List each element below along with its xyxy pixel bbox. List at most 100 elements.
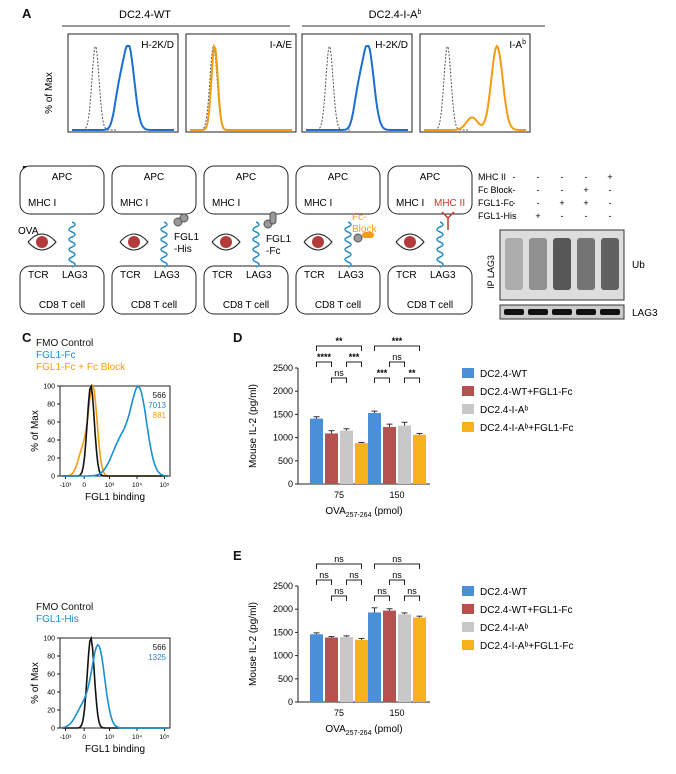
blot-mark: + bbox=[535, 211, 540, 221]
significance-label: ns bbox=[349, 570, 359, 580]
bar bbox=[325, 433, 338, 484]
x-tick-label: 10⁵ bbox=[160, 734, 170, 741]
significance-label: ns bbox=[392, 570, 402, 580]
panel-a-letter: A bbox=[22, 6, 32, 21]
blot-mark: - bbox=[513, 185, 516, 195]
y-tick-label: 1500 bbox=[273, 627, 293, 637]
svg-text:-Fc: -Fc bbox=[266, 246, 280, 257]
legend-swatch bbox=[462, 640, 474, 650]
y-tick-label: 20 bbox=[47, 456, 55, 463]
isotype-control-curve bbox=[72, 45, 116, 131]
blot-mark: - bbox=[537, 198, 540, 208]
significance-label: ns bbox=[334, 586, 344, 596]
significance-label: ** bbox=[408, 368, 416, 378]
mfi-value: 881 bbox=[153, 411, 167, 420]
svg-text:CD8 T cell: CD8 T cell bbox=[223, 300, 269, 311]
blot-mark: - bbox=[513, 172, 516, 182]
lag3-icon bbox=[68, 221, 76, 268]
y-tick-label: 500 bbox=[278, 674, 293, 684]
legend-label: DC2.4-WT+FGL1-Fc bbox=[480, 387, 573, 398]
histogram-frame bbox=[185, 33, 297, 133]
significance-label: ns bbox=[407, 586, 417, 596]
legend-label: DC2.4-I-Aᵇ+FGL1-Fc bbox=[480, 423, 574, 434]
panel-c-letter: C bbox=[22, 330, 32, 345]
panel-d-chart: 0 500 1000 1500 2000 2500 Mouse IL-2 (pg/ml) 75… bbox=[248, 336, 574, 519]
legend-entry: FMO Control bbox=[36, 602, 93, 613]
significance-bracket bbox=[389, 579, 405, 585]
significance-label: **** bbox=[317, 352, 332, 362]
mfi-value: 1325 bbox=[148, 653, 166, 662]
panel-b: APC MHC I CD8 T cell TCR LAG3 OVA APC MHC I CD8 … bbox=[18, 165, 658, 320]
mfi-value: 566 bbox=[153, 391, 167, 400]
significance-bracket bbox=[389, 361, 405, 367]
svg-text:APC: APC bbox=[236, 172, 257, 183]
svg-text:-His: -His bbox=[174, 244, 192, 255]
svg-text:APC: APC bbox=[144, 172, 165, 183]
y-tick-label: 2500 bbox=[273, 363, 293, 373]
svg-text:TCR: TCR bbox=[212, 270, 233, 281]
legend-label: DC2.4-I-Aᵇ+FGL1-Fc bbox=[480, 641, 574, 652]
svg-text:CD8 T cell: CD8 T cell bbox=[407, 300, 453, 311]
legend-swatch bbox=[462, 368, 474, 378]
significance-bracket bbox=[331, 377, 347, 383]
x-tick-label: 75 bbox=[334, 490, 344, 500]
legend-swatch bbox=[462, 604, 474, 614]
x-tick-label: -10³ bbox=[60, 482, 72, 489]
legend-entry: FGL1-His bbox=[36, 614, 79, 625]
legend-label: DC2.4-I-Aᵇ bbox=[480, 623, 528, 634]
blot-mark: - bbox=[585, 211, 588, 221]
x-tick-label: -10³ bbox=[60, 734, 72, 741]
ip-label: IP LAG3 bbox=[486, 255, 496, 289]
x-tick-label: 10³ bbox=[105, 482, 115, 489]
bar bbox=[340, 637, 353, 702]
legend-label: DC2.4-WT+FGL1-Fc bbox=[480, 605, 573, 616]
svg-text:TCR: TCR bbox=[304, 270, 325, 281]
significance-bracket bbox=[374, 377, 390, 383]
histogram-group: H-2K/D I-A/E H-2K/D I-Ab bbox=[67, 33, 531, 133]
significance-label: *** bbox=[349, 352, 360, 362]
peptide-icon bbox=[220, 236, 232, 248]
blot-mark: - bbox=[513, 198, 516, 208]
x-tick-label: 150 bbox=[389, 490, 404, 500]
y-tick-label: 0 bbox=[51, 726, 55, 733]
panel-e-letter: E bbox=[233, 548, 242, 563]
peptide-icon bbox=[128, 236, 140, 248]
panel-e-chart: 0 500 1000 1500 2000 2500 Mouse IL-2 (pg/ml) 75… bbox=[248, 554, 574, 737]
significance-bracket bbox=[404, 377, 420, 383]
svg-text:LAG3: LAG3 bbox=[154, 270, 180, 281]
significance-bracket bbox=[374, 595, 390, 601]
bar bbox=[355, 639, 368, 702]
group-label-ia: DC2.4-I-Ab bbox=[369, 9, 422, 21]
histogram-frame bbox=[419, 33, 531, 133]
blot-mark: - bbox=[609, 211, 612, 221]
histogram-curve bbox=[62, 385, 169, 477]
blot-mark: - bbox=[561, 172, 564, 182]
significance-bracket bbox=[374, 563, 420, 569]
y-tick-label: 2000 bbox=[273, 604, 293, 614]
y-tick-label: 500 bbox=[278, 456, 293, 466]
bar bbox=[398, 614, 411, 702]
bar bbox=[398, 425, 411, 484]
svg-text:Block: Block bbox=[352, 224, 377, 235]
y-tick-label: 0 bbox=[51, 474, 55, 481]
x-tick-label: 10⁵ bbox=[160, 482, 170, 489]
histogram-label: H-2K/D bbox=[375, 40, 408, 51]
histogram-label: H-2K/D bbox=[141, 40, 174, 51]
blot-mark: + bbox=[583, 185, 588, 195]
blot-mark: - bbox=[609, 185, 612, 195]
blot-mark: - bbox=[561, 211, 564, 221]
peptide-icon bbox=[36, 236, 48, 248]
x-tick-label: 75 bbox=[334, 708, 344, 718]
x-tick-label: 150 bbox=[389, 708, 404, 718]
bar bbox=[413, 617, 426, 702]
svg-text:CD8 T cell: CD8 T cell bbox=[315, 300, 361, 311]
legend-label: DC2.4-I-Aᵇ bbox=[480, 405, 528, 416]
significance-bracket bbox=[331, 595, 347, 601]
svg-text:MHC I: MHC I bbox=[304, 198, 332, 209]
y-tick-label: 1000 bbox=[273, 433, 293, 443]
bar bbox=[413, 434, 426, 484]
ub-label: Ub bbox=[632, 260, 645, 271]
svg-text:CD8 T cell: CD8 T cell bbox=[131, 300, 177, 311]
blot-mark: - bbox=[513, 211, 516, 221]
blot-mark: + bbox=[559, 198, 564, 208]
